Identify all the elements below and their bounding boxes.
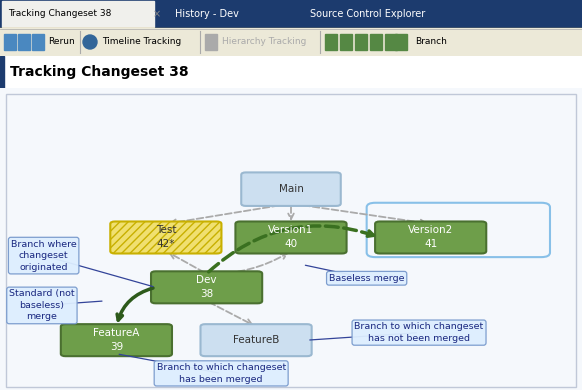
Circle shape [83,35,97,49]
Bar [32,34,44,50]
FancyBboxPatch shape [61,324,172,356]
Text: Hierarchy Tracking: Hierarchy Tracking [222,37,306,46]
Text: Rerun: Rerun [48,37,74,46]
FancyBboxPatch shape [110,222,221,254]
Bar [2,1,154,27]
Text: ×: × [153,9,161,19]
Text: Source Control Explorer: Source Control Explorer [310,9,425,19]
FancyBboxPatch shape [375,222,486,254]
Bar [4,34,16,50]
Text: Tracking Changeset 38: Tracking Changeset 38 [8,9,111,18]
Bar [0,56,4,88]
Text: Standard (not
baseless)
merge: Standard (not baseless) merge [9,289,74,321]
Text: Timeline Tracking: Timeline Tracking [102,37,181,46]
Bar [370,34,382,50]
FancyBboxPatch shape [241,172,340,206]
Text: Tracking Changeset 38: Tracking Changeset 38 [10,65,189,79]
FancyBboxPatch shape [235,222,346,254]
Bar [18,34,30,50]
Text: FeatureB: FeatureB [233,335,279,345]
Bar [325,34,337,50]
Text: Branch to which changeset
has been merged: Branch to which changeset has been merge… [157,363,286,384]
Text: Branch: Branch [415,37,447,46]
Text: Version2
41: Version2 41 [408,225,453,250]
Bar [340,34,352,50]
Text: History - Dev: History - Dev [175,9,239,19]
Text: Test
42*: Test 42* [155,225,176,250]
FancyBboxPatch shape [151,271,262,303]
Text: Branch where
changeset
originated: Branch where changeset originated [11,240,76,271]
Text: Baseless merge: Baseless merge [329,274,404,283]
Text: Dev
38: Dev 38 [196,275,217,299]
Text: FeatureA
39: FeatureA 39 [93,328,140,352]
Text: Main: Main [279,184,303,194]
Bar [385,34,397,50]
Bar [395,34,407,50]
Bar [355,34,367,50]
Text: Version1
40: Version1 40 [268,225,314,250]
Bar [205,34,217,50]
FancyBboxPatch shape [200,324,312,356]
Text: Branch to which changeset
has not been merged: Branch to which changeset has not been m… [354,323,484,343]
